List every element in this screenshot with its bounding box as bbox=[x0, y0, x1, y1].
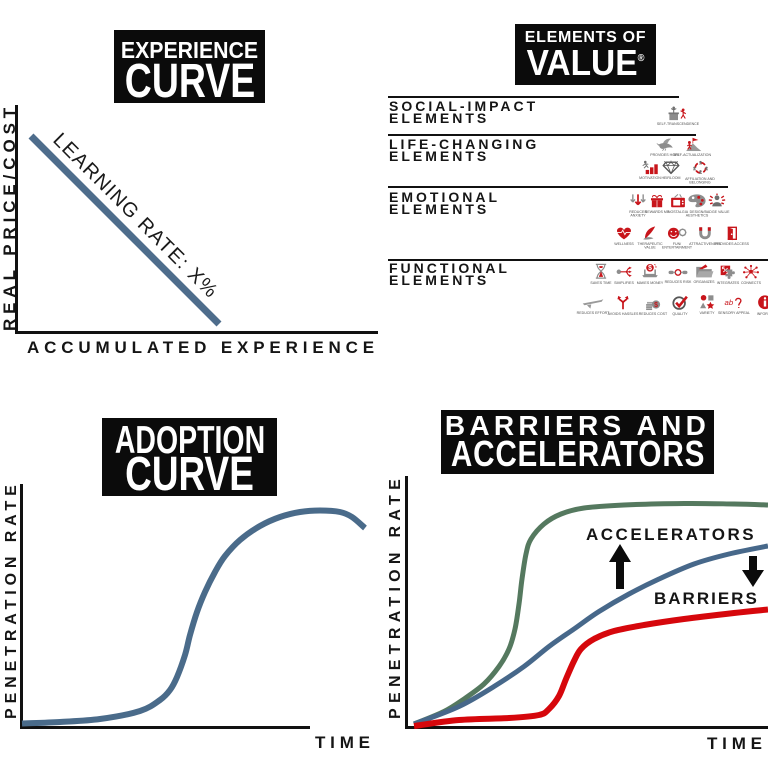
svg-text:$: $ bbox=[654, 302, 658, 309]
svg-text:ab: ab bbox=[725, 298, 734, 307]
svg-text:$: $ bbox=[648, 265, 652, 272]
